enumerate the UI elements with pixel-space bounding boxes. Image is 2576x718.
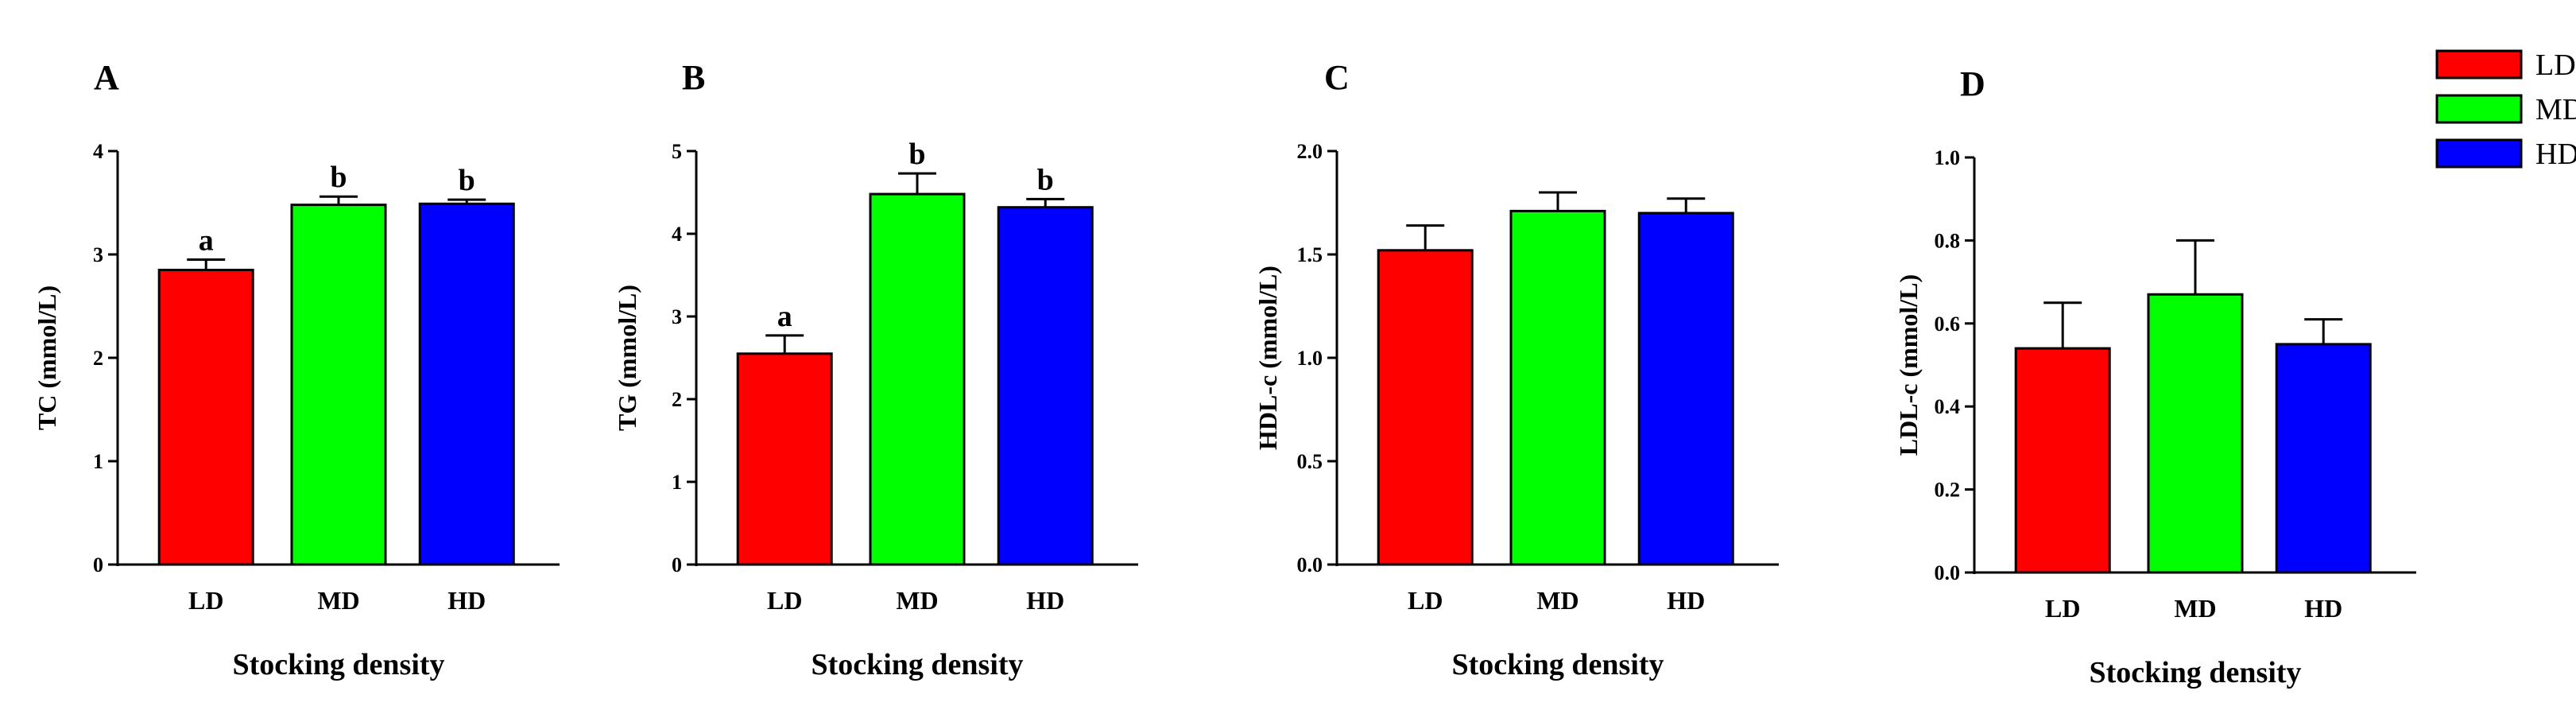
- category-label: HD: [2304, 594, 2342, 623]
- significance-letter: a: [777, 300, 792, 333]
- x-axis-title: Stocking density: [232, 648, 444, 681]
- panel-B: Ba LD b MD b HD 0 1 2 3 4 5 TG (mmol/L) Stocking dens…: [613, 58, 1138, 681]
- x-axis-title: Stocking density: [2089, 656, 2301, 689]
- y-tick-label: 2: [672, 388, 682, 411]
- bar-HD: [2275, 343, 2372, 574]
- y-tick-label: 2.0: [1297, 140, 1323, 163]
- significance-letter: b: [908, 138, 925, 171]
- y-tick-label: 5: [672, 140, 682, 163]
- significance-letter: b: [330, 161, 347, 194]
- legend-swatch: [2435, 49, 2523, 80]
- panel-letter: D: [1960, 64, 1985, 103]
- legend-item-LD: LD: [2435, 49, 2576, 82]
- bar-LD: [736, 352, 833, 566]
- y-tick-label: 1.5: [1297, 243, 1323, 266]
- y-tick-label: 4: [672, 223, 682, 246]
- bar-HD: [418, 202, 515, 566]
- category-label: MD: [1536, 586, 1579, 615]
- category-label: LD: [2045, 594, 2080, 623]
- x-axis-title: Stocking density: [811, 648, 1023, 681]
- legend-item-MD: MD: [2435, 93, 2576, 126]
- significance-letter: a: [199, 224, 214, 258]
- legend-item-HD: HD: [2435, 138, 2576, 171]
- y-tick-label: 0: [672, 553, 682, 576]
- category-label: HD: [447, 586, 486, 615]
- panel-letter: B: [682, 58, 705, 97]
- chart-panels: Aa LD b MD b HD 0 1 2 3 4 TC (mmol/L) Stocking densi…: [33, 58, 2416, 689]
- panel-A: Aa LD b MD b HD 0 1 2 3 4 TC (mmol/L) Stocking densi…: [33, 58, 560, 681]
- category-label: MD: [317, 586, 359, 615]
- bar-LD: [157, 269, 254, 566]
- error-bar-LD: [765, 334, 804, 354]
- y-tick-label: 3: [93, 243, 103, 266]
- y-tick-label: 4: [93, 140, 103, 163]
- legend-swatch: [2435, 94, 2523, 124]
- category-label: MD: [896, 586, 938, 615]
- y-tick-label: 1: [93, 450, 103, 473]
- y-tick-label: 0.4: [1935, 395, 1961, 418]
- y-tick-label: 2: [93, 347, 103, 370]
- error-bar-MD: [1539, 191, 1577, 212]
- error-bar-HD: [1026, 197, 1065, 208]
- y-tick-label: 0.8: [1935, 229, 1961, 252]
- error-bar-HD: [2304, 318, 2343, 344]
- error-bar-HD: [1667, 197, 1706, 213]
- legend-label: HD: [2535, 138, 2576, 171]
- error-bar-LD: [2043, 301, 2082, 349]
- bar-LD: [1377, 249, 1474, 566]
- y-tick-label: 1.0: [1935, 146, 1961, 169]
- error-bar-HD: [447, 198, 486, 204]
- legend: LD MD HD: [2435, 49, 2576, 171]
- bar-MD: [290, 204, 387, 566]
- bar-MD: [1509, 209, 1606, 566]
- bar-MD: [2147, 293, 2244, 574]
- significance-letter: b: [1037, 163, 1054, 196]
- panel-C: C LD MD HD 0.0 0.5 1.0 1.5 2.0 HDL-c (mmol/L) Stoc…: [1253, 58, 1779, 681]
- category-label: LD: [1408, 586, 1443, 615]
- bar-MD: [869, 192, 966, 566]
- category-label: LD: [188, 586, 223, 615]
- y-tick-label: 0.6: [1935, 312, 1961, 336]
- y-tick-label: 0.0: [1935, 561, 1961, 584]
- legend-label: LD: [2535, 49, 2576, 82]
- y-axis-title: TC (mmol/L): [33, 285, 61, 430]
- legend-label: MD: [2535, 93, 2576, 126]
- y-axis-title: TG (mmol/L): [613, 285, 641, 431]
- y-tick-label: 0.5: [1297, 450, 1323, 473]
- category-label: HD: [1667, 586, 1705, 615]
- legend-swatch: [2435, 138, 2523, 169]
- error-bar-MD: [320, 195, 358, 205]
- panel-letter: A: [94, 58, 119, 97]
- category-label: LD: [767, 586, 802, 615]
- y-tick-label: 3: [672, 305, 682, 328]
- bar-LD: [2014, 347, 2111, 574]
- error-bar-LD: [1406, 224, 1445, 250]
- x-axis-title: Stocking density: [1451, 648, 1664, 681]
- error-bar-MD: [2176, 239, 2214, 295]
- significance-letter: b: [459, 164, 475, 197]
- panel-letter: C: [1324, 58, 1350, 97]
- y-tick-label: 1: [672, 471, 682, 494]
- bar-HD: [1637, 212, 1734, 566]
- error-bar-MD: [898, 172, 936, 195]
- y-axis-title: HDL-c (mmol/L): [1253, 266, 1282, 450]
- category-label: HD: [1026, 586, 1064, 615]
- panel-D: D LD MD HD 0.0 0.2 0.4 0.6 0.8 1.0 LDL-c (mmol/L) S…: [1894, 64, 2416, 689]
- y-tick-label: 1.0: [1297, 347, 1323, 370]
- y-axis-title: LDL-c (mmol/L): [1894, 274, 1923, 456]
- category-label: MD: [2174, 594, 2216, 623]
- y-tick-label: 0.2: [1935, 479, 1961, 502]
- y-tick-label: 0.0: [1297, 553, 1323, 576]
- bar-HD: [997, 206, 1094, 566]
- y-tick-label: 0: [93, 553, 103, 576]
- error-bar-LD: [187, 258, 226, 270]
